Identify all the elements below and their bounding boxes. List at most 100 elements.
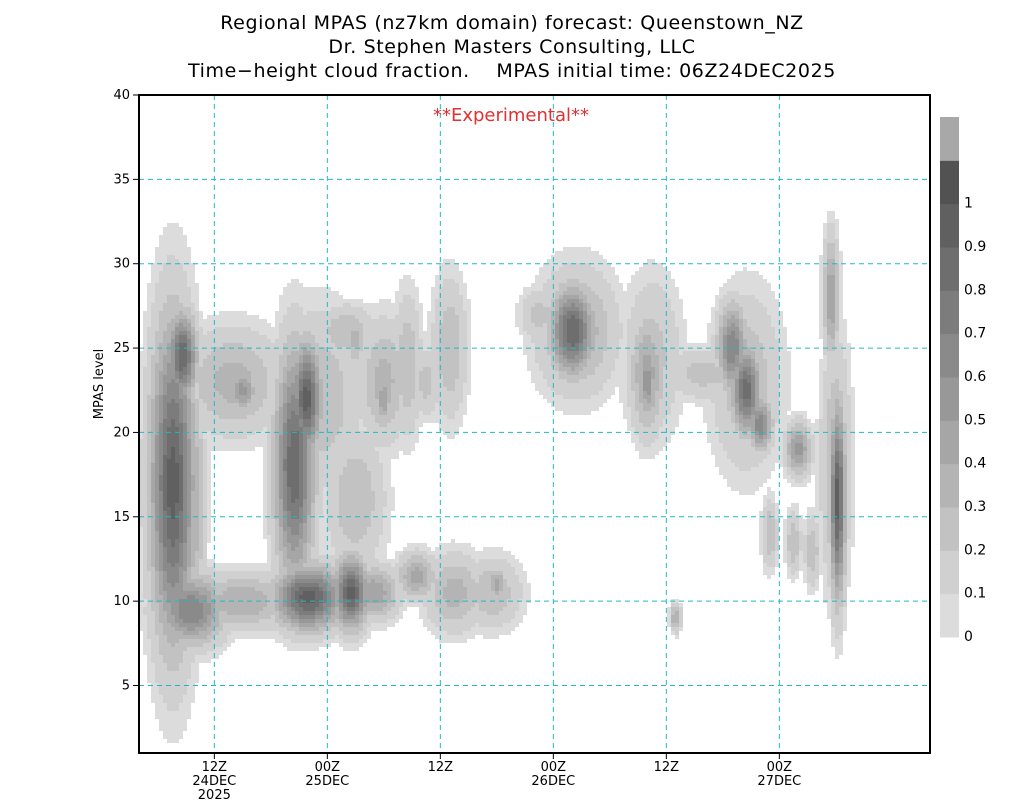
cloud-cell [311, 543, 315, 547]
cloud-cell [327, 639, 331, 643]
cloud-cell [171, 271, 175, 275]
cloud-cell [223, 591, 227, 595]
cloud-cell [327, 395, 331, 399]
cloud-cell [287, 619, 291, 623]
cloud-cell [179, 715, 183, 719]
cloud-cell [203, 359, 207, 363]
cloud-cell [199, 371, 203, 375]
cloud-cell [147, 607, 151, 611]
cloud-cell [311, 323, 315, 327]
cloud-cell [183, 659, 187, 663]
cloud-cell [299, 303, 303, 307]
cloud-cell [183, 299, 187, 303]
cloud-cell [147, 415, 151, 419]
cloud-cell [359, 315, 363, 319]
cloud-cell [159, 615, 163, 619]
cloud-cell [319, 347, 323, 351]
cloud-cell [367, 363, 371, 367]
cloud-cell [315, 339, 319, 343]
cloud-cell [355, 523, 359, 527]
cloud-cell [359, 415, 363, 419]
cloud-cell [179, 375, 183, 379]
cloud-cell [171, 379, 175, 383]
cloud-cell [187, 407, 191, 411]
cloud-cell [367, 367, 371, 371]
cloud-cell [199, 395, 203, 399]
cloud-cell [255, 567, 259, 571]
cloud-cell [155, 519, 159, 523]
cloud-cell [263, 439, 267, 443]
cloud-cell [327, 607, 331, 611]
cloud-cell [335, 403, 339, 407]
cloud-cell [323, 339, 327, 343]
cloud-cell [227, 339, 231, 343]
cloud-cell [167, 275, 171, 279]
cloud-cell [355, 639, 359, 643]
cloud-cell [223, 583, 227, 587]
cloud-cell [267, 623, 271, 627]
cloud-cell [263, 343, 267, 347]
cloud-cell [351, 515, 355, 519]
cloud-cell [183, 543, 187, 547]
cloud-cell [307, 639, 311, 643]
cloud-cell [207, 375, 211, 379]
cloud-cell [187, 327, 191, 331]
cloud-cell [155, 339, 159, 343]
cloud-cell [159, 263, 163, 267]
cloud-cell [191, 555, 195, 559]
cloud-cell [307, 531, 311, 535]
cloud-cell [315, 403, 319, 407]
cloud-cell [151, 391, 155, 395]
cloud-cell [191, 683, 195, 687]
cloud-cell [207, 463, 211, 467]
cloud-cell [319, 307, 323, 311]
cloud-cell [295, 603, 299, 607]
cloud-cell [171, 395, 175, 399]
cloud-cell [279, 603, 283, 607]
cloud-cell [299, 311, 303, 315]
cloud-cell [187, 335, 191, 339]
cloud-cell [327, 523, 331, 527]
cloud-cell [183, 487, 187, 491]
cloud-cell [307, 467, 311, 471]
cloud-cell [179, 603, 183, 607]
cloud-cell [319, 523, 323, 527]
cloud-cell [263, 339, 267, 343]
cloud-cell [351, 623, 355, 627]
cloud-cell [347, 607, 351, 611]
cloud-cell [315, 447, 319, 451]
cloud-cell [351, 547, 355, 551]
cloud-cell [283, 579, 287, 583]
cloud-cell [167, 403, 171, 407]
cloud-cell [283, 331, 287, 335]
cloud-cell [227, 399, 231, 403]
cloud-cell [339, 627, 343, 631]
cloud-cell [179, 323, 183, 327]
cloud-cell [359, 363, 363, 367]
cloud-cell [155, 467, 159, 471]
cloud-cell [171, 663, 175, 667]
cloud-cell [215, 383, 219, 387]
cloud-cell [359, 559, 363, 563]
cloud-cell [163, 551, 167, 555]
cloud-cell [319, 419, 323, 423]
cloud-cell [207, 495, 211, 499]
cloud-cell [279, 339, 283, 343]
cloud-cell [207, 535, 211, 539]
cloud-cell [251, 563, 255, 567]
cloud-cell [275, 559, 279, 563]
cloud-cell [167, 531, 171, 535]
cloud-cell [307, 507, 311, 511]
cloud-cell [335, 311, 339, 315]
cloud-cell [227, 439, 231, 443]
cloud-cell [307, 599, 311, 603]
cloud-cell [171, 543, 175, 547]
cloud-cell [363, 455, 367, 459]
cloud-cell [251, 447, 255, 451]
cloud-cell [339, 399, 343, 403]
cloud-cell [219, 611, 223, 615]
cloud-cell [207, 359, 211, 363]
cloud-cell [343, 355, 347, 359]
cloud-cell [175, 435, 179, 439]
cloud-cell [191, 635, 195, 639]
